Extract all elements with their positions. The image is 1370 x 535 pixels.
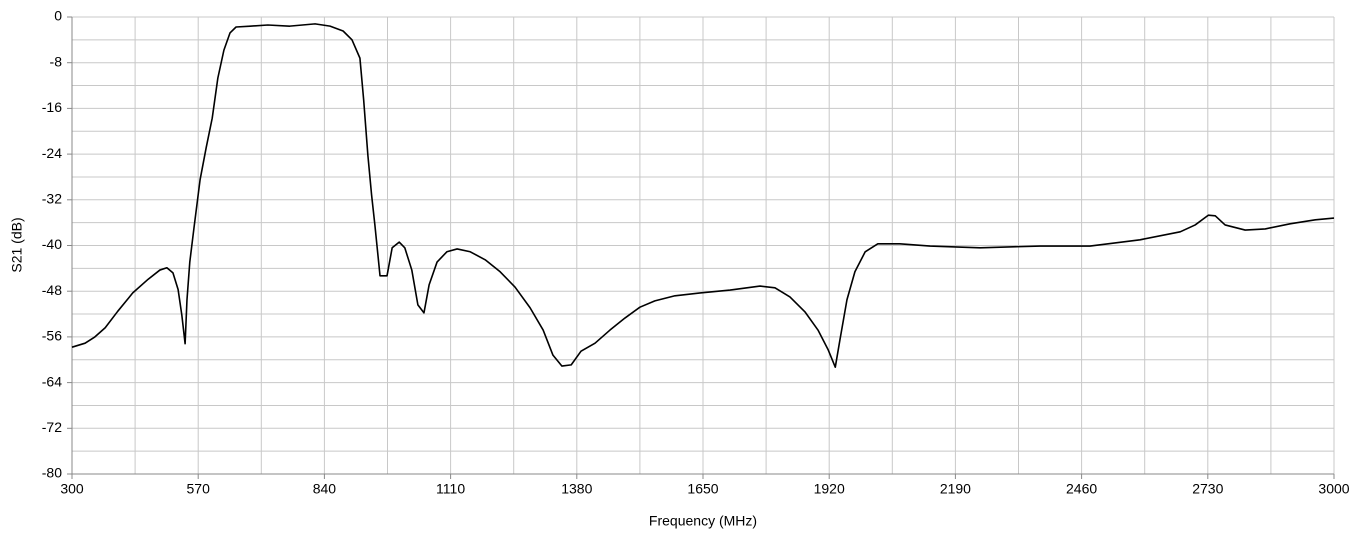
y-tick-label: -56 [42,328,62,344]
y-tick-label: -72 [42,419,62,435]
x-tick-label: 300 [60,481,84,497]
x-tick-label: 570 [187,481,211,497]
y-tick-label: -40 [42,236,62,252]
y-axis-label: S21 (dB) [9,217,25,272]
y-tick-label: -24 [42,145,62,161]
y-tick-label: 0 [54,8,62,24]
y-tick-label: -8 [50,53,63,69]
x-tick-label: 1650 [687,481,718,497]
x-tick-label: 1920 [814,481,845,497]
x-tick-label: 2460 [1066,481,1097,497]
x-axis-label: Frequency (MHz) [649,513,757,529]
x-tick-label: 1110 [436,481,465,497]
x-tick-label: 840 [313,481,337,497]
y-tick-label: -48 [42,282,62,298]
x-tick-label: 3000 [1318,481,1349,497]
y-tick-label: -64 [42,373,62,389]
x-tick-label: 1380 [561,481,592,497]
y-tick-label: -32 [42,191,62,207]
series-line [71,23,1335,368]
x-tick-label: 2730 [1192,481,1223,497]
x-tick-label: 2190 [940,481,971,497]
y-tick-label: -16 [42,99,62,115]
y-tick-label: -80 [42,465,62,481]
